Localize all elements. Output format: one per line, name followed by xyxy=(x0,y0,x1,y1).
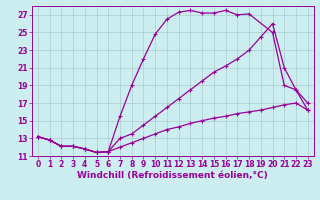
X-axis label: Windchill (Refroidissement éolien,°C): Windchill (Refroidissement éolien,°C) xyxy=(77,171,268,180)
